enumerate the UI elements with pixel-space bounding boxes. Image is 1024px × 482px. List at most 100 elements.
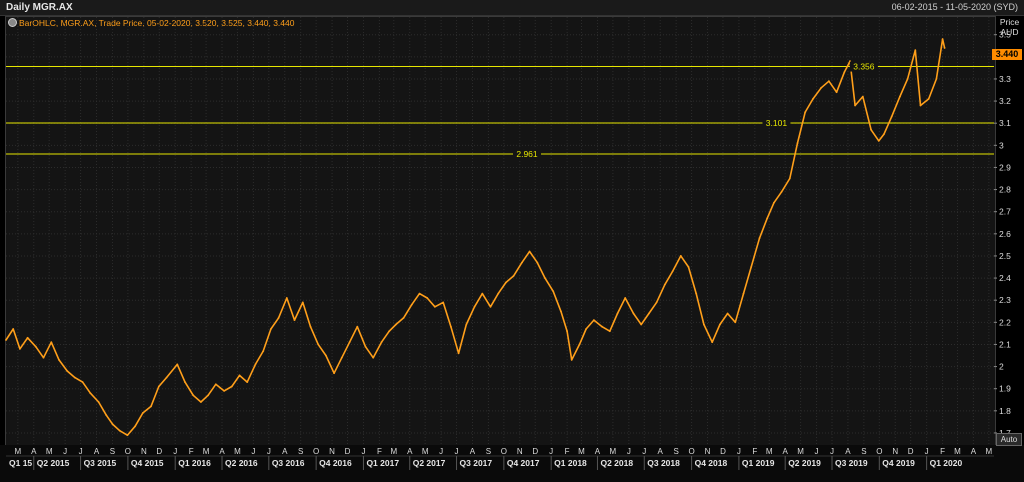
month-tick-label: F: [565, 447, 570, 456]
month-tick-label: J: [455, 447, 459, 456]
month-tick-label: N: [517, 447, 523, 456]
quarter-tick-label: Q4 2017: [507, 458, 540, 468]
last-price-badge: 3.440: [992, 49, 1022, 60]
month-tick-label: J: [267, 447, 271, 456]
y-tick-label: 2.7: [999, 207, 1011, 217]
month-tick-label: D: [532, 447, 538, 456]
y-tick-label: 2.9: [999, 162, 1011, 172]
month-tick-label: D: [156, 447, 162, 456]
quarter-tick-label: Q2 2017: [413, 458, 446, 468]
series-legend[interactable]: BarOHLC, MGR.AX, Trade Price, 05-02-2020…: [8, 18, 294, 28]
month-tick-label: S: [486, 447, 491, 456]
month-tick-label: M: [390, 447, 397, 456]
month-tick-label: F: [377, 447, 382, 456]
month-tick-label: S: [673, 447, 678, 456]
month-tick-label: M: [954, 447, 961, 456]
month-tick-label: N: [329, 447, 335, 456]
month-tick-label: A: [658, 447, 664, 456]
month-tick-label: O: [876, 447, 882, 456]
month-tick-label: J: [63, 447, 67, 456]
quarter-tick-label: Q1 2020: [930, 458, 963, 468]
month-tick-label: F: [940, 447, 945, 456]
month-tick-label: D: [345, 447, 351, 456]
month-tick-label: F: [189, 447, 194, 456]
y-tick-label: 2.8: [999, 185, 1011, 195]
month-tick-label: J: [79, 447, 83, 456]
month-tick-label: J: [251, 447, 255, 456]
month-tick-label: A: [94, 447, 100, 456]
month-tick-label: O: [688, 447, 694, 456]
chart-title: Daily MGR.AX: [6, 2, 73, 13]
month-tick-label: M: [986, 447, 993, 456]
month-tick-label: M: [14, 447, 21, 456]
legend-marker-icon: [8, 18, 17, 27]
month-tick-label: M: [797, 447, 804, 456]
month-tick-label: J: [439, 447, 443, 456]
y-tick-label: 2.1: [999, 339, 1011, 349]
month-tick-label: A: [783, 447, 789, 456]
quarter-tick-label: Q2 2015: [37, 458, 70, 468]
quarter-tick-label: Q4 2016: [319, 458, 352, 468]
y-tick-label: 2.2: [999, 317, 1011, 327]
month-tick-label: A: [407, 447, 413, 456]
quarter-tick-label: Q3 2018: [647, 458, 680, 468]
x-axis-band: [0, 445, 1024, 482]
y-tick-label: 2.4: [999, 273, 1011, 283]
month-tick-label: O: [125, 447, 131, 456]
month-tick-label: M: [234, 447, 241, 456]
month-tick-label: O: [501, 447, 507, 456]
quarter-tick-label: Q1 2019: [742, 458, 775, 468]
month-tick-label: M: [766, 447, 773, 456]
month-tick-label: A: [470, 447, 476, 456]
legend-text: BarOHLC, MGR.AX, Trade Price, 05-02-2020…: [19, 18, 295, 28]
quarter-tick-label: Q4 2015: [131, 458, 164, 468]
month-tick-label: J: [815, 447, 819, 456]
chart-title-bar: Daily MGR.AX 06-02-2015 - 11-05-2020 (SY…: [0, 0, 1024, 16]
auto-scale-button[interactable]: Auto: [996, 433, 1022, 446]
quarter-tick-label: Q3 2015: [84, 458, 117, 468]
month-tick-label: M: [46, 447, 53, 456]
quarter-tick-label: Q1 15: [9, 458, 32, 468]
month-tick-label: F: [752, 447, 757, 456]
month-tick-label: J: [925, 447, 929, 456]
quarter-tick-label: Q4 2018: [695, 458, 728, 468]
month-tick-label: M: [578, 447, 585, 456]
y-tick-label: 2.6: [999, 229, 1011, 239]
month-tick-label: A: [971, 447, 977, 456]
quarter-tick-label: Q1 2018: [554, 458, 587, 468]
price-axis-title-line1: Price: [999, 17, 1020, 27]
month-tick-label: D: [908, 447, 914, 456]
month-tick-label: A: [595, 447, 601, 456]
month-tick-label: A: [31, 447, 37, 456]
month-tick-label: S: [298, 447, 303, 456]
quarter-tick-label: Q1 2016: [178, 458, 211, 468]
month-tick-label: J: [173, 447, 177, 456]
plot-area[interactable]: [5, 16, 996, 446]
month-tick-label: M: [203, 447, 210, 456]
y-tick-label: 3.3: [999, 74, 1011, 84]
month-tick-label: A: [219, 447, 225, 456]
month-tick-label: J: [627, 447, 631, 456]
month-tick-label: N: [141, 447, 147, 456]
y-tick-label: 3.1: [999, 118, 1011, 128]
quarter-tick-label: Q3 2016: [272, 458, 305, 468]
month-tick-label: A: [845, 447, 851, 456]
date-range: 06-02-2015 - 11-05-2020 (SYD): [891, 2, 1018, 12]
y-tick-label: 2: [999, 362, 1004, 372]
month-tick-label: J: [642, 447, 646, 456]
quarter-tick-label: Q2 2016: [225, 458, 258, 468]
quarter-tick-label: Q2 2019: [788, 458, 821, 468]
y-tick-label: 1.8: [999, 406, 1011, 416]
quarter-tick-label: Q3 2019: [835, 458, 868, 468]
month-tick-label: J: [361, 447, 365, 456]
month-tick-label: M: [610, 447, 617, 456]
month-tick-label: N: [705, 447, 711, 456]
month-tick-label: J: [737, 447, 741, 456]
month-tick-label: M: [422, 447, 429, 456]
y-tick-label: 3.2: [999, 96, 1011, 106]
month-tick-label: S: [110, 447, 115, 456]
quarter-tick-label: Q2 2018: [600, 458, 633, 468]
y-tick-label: 3: [999, 140, 1004, 150]
price-axis-title-line2: AUD: [1000, 27, 1019, 37]
